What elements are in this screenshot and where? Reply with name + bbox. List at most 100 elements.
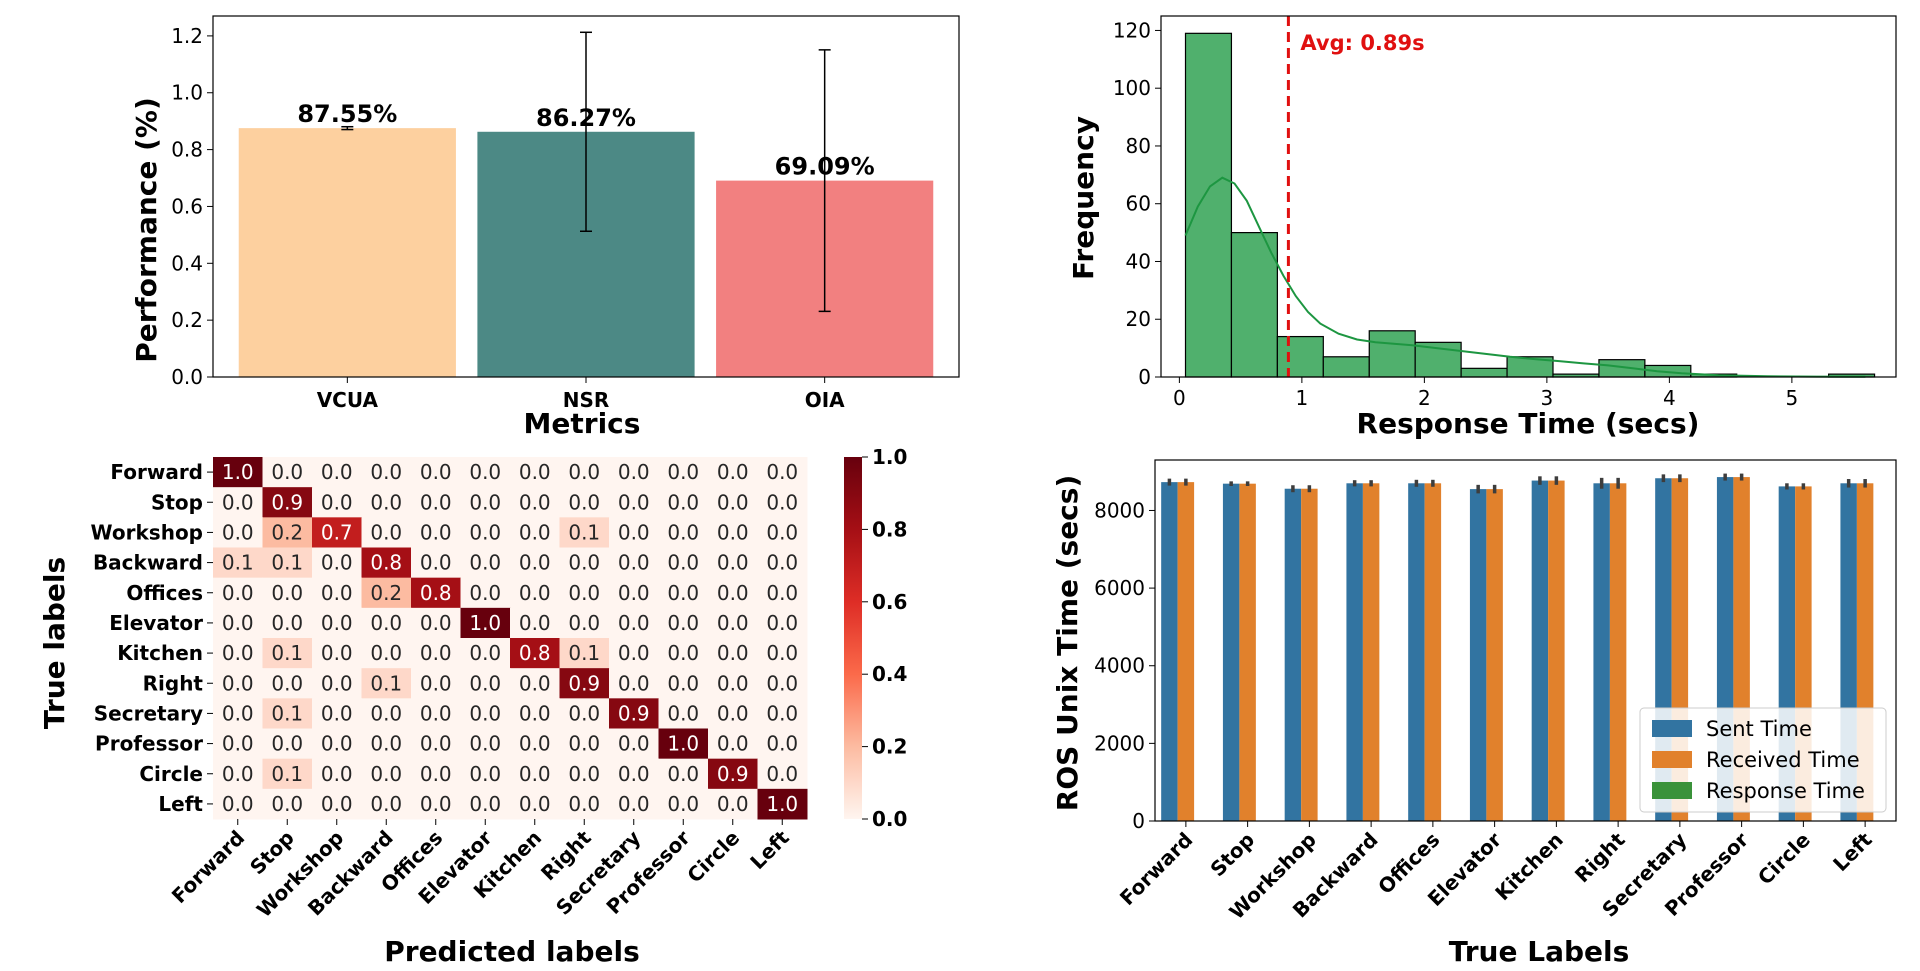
heatmap-cell-value: 0.0 [568, 701, 600, 725]
heatmap-cell [411, 487, 461, 518]
heatmap-cell [312, 547, 362, 579]
heatmap-cell-value: 0.0 [766, 701, 798, 725]
heatmap-cell-value: 0.0 [667, 671, 699, 695]
heatmap-cell [213, 607, 263, 639]
heatmap-cell-value: 0.0 [568, 792, 600, 816]
heatmap-cell [262, 698, 313, 729]
heatmap-cell [411, 457, 461, 488]
heatmap-cell-value: 0.0 [519, 611, 551, 635]
histogram-bin [1460, 367, 1508, 378]
heatmap-cell-value: 0.0 [766, 581, 798, 605]
heatmap-cell [559, 487, 610, 518]
heatmap-cell [361, 607, 412, 639]
heatmap-cell [609, 698, 659, 729]
legend: Sent Time Received Time Response Time [1639, 707, 1887, 813]
heatmap-cell-value: 1.0 [222, 460, 254, 484]
heatmap-cell-value: 0.0 [321, 641, 353, 665]
heatmap-cell [213, 758, 263, 790]
heatmap-cell-value: 0.0 [667, 520, 699, 544]
heatmap-cell [460, 547, 511, 579]
bar-received-time [1239, 483, 1256, 821]
colorbar-tick-label: 1.0 [872, 445, 907, 469]
heatmap-cell [361, 728, 412, 760]
heatmap-cell [460, 457, 511, 488]
colorbar-tick-label: 0.4 [872, 662, 907, 686]
heatmap-cell-value: 0.9 [568, 671, 600, 695]
heatmap-cell-value: 0.0 [766, 551, 798, 575]
heatmap-cell [658, 577, 709, 609]
heatmap-cell-value: 0.0 [370, 732, 402, 756]
heatmap-cell-value: 1.0 [766, 792, 798, 816]
heatmap-cell [559, 758, 610, 790]
heatmap-cell-value: 0.9 [271, 490, 303, 514]
heatmap-cell-value: 0.0 [370, 460, 402, 484]
heatmap-cell-value: 0.0 [420, 551, 452, 575]
heatmap-cell [361, 788, 412, 820]
heatmap-cell [559, 457, 610, 488]
heatmap-cell-value: 0.0 [370, 611, 402, 635]
heatmap-cell [213, 668, 263, 699]
heatmap-cell [262, 487, 313, 518]
colorbar-tick-label: 0.8 [872, 517, 907, 541]
bar-received-time [1424, 483, 1442, 821]
heatmap-cell [757, 607, 808, 639]
heatmap-cell [312, 638, 362, 669]
heatmap-cell [510, 607, 560, 639]
heatmap-cell [708, 758, 758, 790]
heatmap-cell [559, 728, 610, 760]
heatmap-cell-value: 0.2 [271, 520, 303, 544]
heatmap-cell [460, 517, 511, 548]
heatmap-cell [658, 758, 709, 790]
heatmap-cell [312, 457, 362, 488]
heatmap-cell [757, 698, 808, 729]
heatmap-cell-value: 0.0 [519, 581, 551, 605]
y-tick-label: 1.0 [171, 81, 203, 105]
histogram-axes-frame [1160, 15, 1897, 378]
heatmap-cell-value: 0.0 [469, 460, 501, 484]
heatmap-cell-value: 0.0 [222, 792, 254, 816]
heatmap-cell [213, 788, 263, 820]
heatmap-cell [658, 607, 709, 639]
heatmap-cell-value: 0.1 [271, 551, 303, 575]
heatmap-cell [213, 728, 263, 760]
row-label-workshop: Workshop [91, 520, 203, 544]
average-label: Avg: 0.89s [1300, 31, 1424, 55]
heatmap-cell-value: 0.0 [370, 641, 402, 665]
heatmap-cell [510, 547, 560, 579]
heatmap-cell-value: 0.0 [222, 701, 254, 725]
heatmap-cell-value: 0.0 [618, 732, 650, 756]
col-label-forward: Forward [167, 826, 249, 908]
heatmap-cell-value: 0.0 [469, 671, 501, 695]
heatmap-x-axis-label: Predicted labels [384, 935, 640, 968]
y-tick-label: 0.0 [171, 365, 203, 389]
heatmap-cell [361, 547, 412, 579]
confusion-matrix-heatmap: 1.0 0.0 0.0 0.0 0.0 0.0 0.0 0.0 0.0 0.0 0.0 0.0 0.0 0… [38, 445, 907, 968]
heatmap-cell-value: 0.0 [321, 671, 353, 695]
heatmap-cell [510, 758, 560, 790]
heatmap-cell-value: 0.2 [370, 581, 402, 605]
heatmap-cell-value: 0.0 [717, 460, 749, 484]
heatmap-cell-value: 0.0 [370, 490, 402, 514]
heatmap-cell-value: 0.0 [420, 701, 452, 725]
heatmap-cell [361, 457, 412, 488]
heatmap-cell [609, 758, 659, 790]
bar-sent-time [1531, 480, 1549, 821]
heatmap-cell [411, 547, 461, 579]
row-label-stop: Stop [151, 490, 203, 514]
heatmap-cell [312, 577, 362, 609]
heatmap-cell-value: 0.0 [568, 460, 600, 484]
x-tick-label-stop: Stop [1205, 828, 1259, 882]
row-label-secretary: Secretary [94, 701, 203, 725]
heatmap-cell-value: 0.0 [618, 460, 650, 484]
heatmap-cell [213, 698, 263, 729]
colorbar-tick-label: 0.2 [872, 735, 907, 759]
heatmap-cell-value: 0.0 [717, 792, 749, 816]
bar-sent-time [1284, 488, 1302, 821]
heatmap-cell [312, 728, 362, 760]
heatmap-cell [609, 547, 659, 579]
kde-curve [1184, 176, 1866, 378]
heatmap-cell-value: 0.0 [370, 520, 402, 544]
heatmap-cell-value: 0.0 [420, 762, 452, 786]
heatmap-cell-value: 0.0 [321, 490, 353, 514]
histogram-x-axis-label: Response Time (secs) [1357, 407, 1700, 440]
